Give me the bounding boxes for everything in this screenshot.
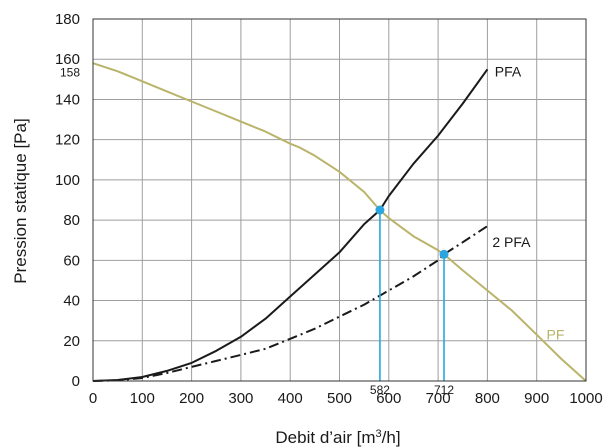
x-tick-800: 800 <box>475 390 500 407</box>
y-tick-100: 100 <box>55 172 80 189</box>
y-tick-60: 60 <box>63 252 80 269</box>
annotation-pfa: PFA <box>495 63 522 79</box>
plot-frame <box>92 18 587 382</box>
x-tick-labels: 0 100 200 300 400 500 600 700 800 900 1000 <box>89 390 603 407</box>
operating-point-label-712: 712 <box>434 383 454 397</box>
operating-point-label-582: 582 <box>370 383 390 397</box>
y-axis-title: Pression statique [Pa] <box>11 118 30 283</box>
labels-layer: 582 712 PFA 2 PFA PF 158 <box>60 63 564 397</box>
x-tick-700: 700 <box>426 390 451 407</box>
y-tick-160: 160 <box>55 51 80 68</box>
series-layer <box>92 62 587 382</box>
y-tick-20: 20 <box>63 333 80 350</box>
x-axis-title: Debit d’air [m3/h] <box>275 428 400 447</box>
operating-point-712 <box>439 249 449 259</box>
y-tick-140: 140 <box>55 91 80 108</box>
x-tick-900: 900 <box>524 390 549 407</box>
y-tick-40: 40 <box>63 293 80 310</box>
y-tick-labels: 0 20 40 60 80 100 120 140 160 180 <box>55 11 80 390</box>
y-tick-180: 180 <box>55 11 80 28</box>
x-tick-0: 0 <box>89 390 97 407</box>
y-tick-120: 120 <box>55 132 80 149</box>
annotation-2-pfa: 2 PFA <box>492 234 531 250</box>
y-tick-80: 80 <box>63 212 80 229</box>
x-tick-1000: 1000 <box>569 390 602 407</box>
x-tick-400: 400 <box>278 390 303 407</box>
markers-layer <box>375 205 449 381</box>
x-tick-600: 600 <box>376 390 401 407</box>
annotation-158: 158 <box>60 65 80 79</box>
x-tick-200: 200 <box>179 390 204 407</box>
operating-point-582 <box>375 205 385 215</box>
y-tick-0: 0 <box>72 373 80 390</box>
annotation-pf: PF <box>547 327 565 343</box>
x-tick-300: 300 <box>228 390 253 407</box>
x-tick-500: 500 <box>327 390 352 407</box>
series-pfa-line <box>92 68 489 382</box>
x-tick-100: 100 <box>130 390 155 407</box>
series-pf-line <box>92 62 587 382</box>
